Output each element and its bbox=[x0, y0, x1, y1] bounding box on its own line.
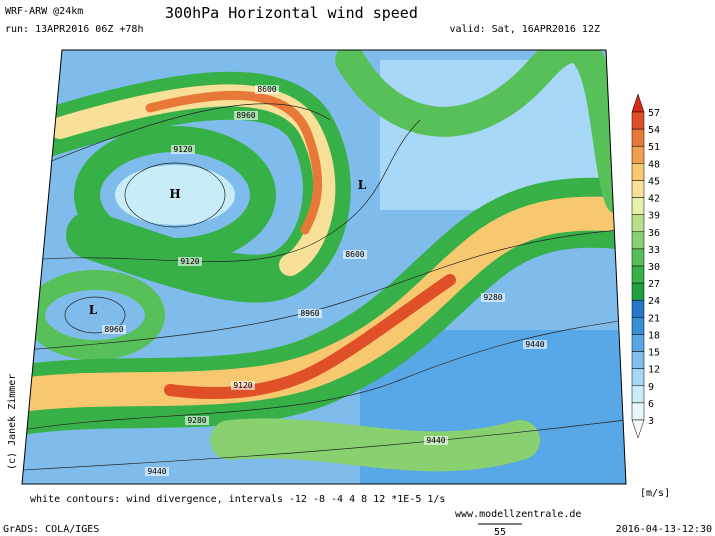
colorbar-segment bbox=[631, 180, 645, 198]
contour-label: 9440 bbox=[147, 467, 166, 476]
colorbar-segment bbox=[631, 385, 645, 404]
contour-label-bg bbox=[255, 85, 279, 94]
colorbar-label: 6 bbox=[648, 399, 654, 410]
colorbar-label: 36 bbox=[648, 228, 660, 239]
contour-label: 9440 bbox=[525, 340, 544, 349]
colorbar-segment bbox=[631, 368, 645, 387]
colorbar-label: 3 bbox=[648, 416, 654, 427]
contour-label: 9440 bbox=[426, 436, 445, 445]
reference-speed: 55 bbox=[494, 527, 506, 536]
run-label: run: 13APR2016 06Z +78h bbox=[5, 24, 143, 35]
colorbar-segment bbox=[631, 402, 645, 421]
contour-label-bg bbox=[343, 250, 367, 259]
contour-label-bg bbox=[234, 111, 258, 120]
contour-label: 8600 bbox=[345, 250, 364, 259]
colorbar-segment bbox=[631, 317, 645, 335]
divergence-note: white contours: wind divergence, interva… bbox=[30, 494, 445, 505]
colorbar-segment bbox=[631, 248, 645, 267]
colorbar-segment bbox=[631, 163, 645, 181]
contour-label: 9120 bbox=[173, 145, 192, 154]
contour-label-bg bbox=[298, 309, 322, 318]
colorbar-label: 15 bbox=[648, 348, 660, 359]
colorbar-segment bbox=[631, 351, 645, 369]
contour-label: 9120 bbox=[233, 381, 252, 390]
contour-label: 9280 bbox=[187, 416, 206, 425]
colorbar-label: 48 bbox=[648, 159, 660, 170]
contour-label-bg bbox=[185, 416, 209, 425]
contour-label: 9280 bbox=[483, 293, 502, 302]
contour-label: 8600 bbox=[257, 85, 276, 94]
colorbar-label: 9 bbox=[648, 382, 654, 393]
contour-label: 8960 bbox=[104, 325, 123, 334]
credit: (c) Janek Zimmer bbox=[7, 374, 18, 470]
colorbar-label: 21 bbox=[648, 313, 660, 324]
colorbar-cap bbox=[631, 419, 645, 439]
software: GrADS: COLA/IGES bbox=[3, 524, 99, 535]
pressure-center: L bbox=[358, 178, 367, 192]
contour-label-bg bbox=[481, 293, 505, 302]
contour-label: 8960 bbox=[236, 111, 255, 120]
map-field bbox=[22, 50, 626, 484]
colorbar-label: 27 bbox=[648, 279, 660, 290]
timestamp: 2016-04-13-12:30 bbox=[616, 524, 712, 535]
map-title: 300hPa Horizontal wind speed bbox=[165, 4, 418, 22]
colorbar-segment bbox=[631, 282, 645, 301]
pressure-center: L bbox=[89, 303, 98, 317]
colorbar-segment bbox=[631, 145, 645, 164]
model-label: WRF-ARW @24km bbox=[5, 6, 83, 17]
colorbar-segment bbox=[631, 334, 645, 352]
colorbar-label: 54 bbox=[648, 125, 660, 136]
colorbar-segment bbox=[631, 231, 645, 250]
contour-label: 8960 bbox=[300, 309, 319, 318]
colorbar-segment bbox=[631, 265, 645, 284]
contour-label-bg bbox=[145, 467, 169, 476]
pressure-center: H bbox=[169, 187, 180, 201]
colorbar-segment bbox=[631, 128, 645, 147]
contour-label-bg bbox=[523, 340, 547, 349]
colorbar-cap bbox=[631, 93, 645, 113]
contour-label-bg bbox=[171, 145, 195, 154]
colorbar-segment bbox=[631, 111, 645, 130]
valid-label: valid: Sat, 16APR2016 12Z bbox=[449, 24, 600, 35]
contour-label-bg bbox=[102, 325, 126, 334]
colorbar-label: 33 bbox=[648, 245, 660, 256]
colorbar-segment bbox=[631, 214, 645, 233]
colorbar-segment bbox=[631, 299, 645, 318]
colorbar-label: 57 bbox=[648, 108, 660, 119]
website: www.modellzentrale.de bbox=[455, 509, 581, 520]
colorbar-label: 18 bbox=[648, 330, 660, 341]
colorbar-label: 24 bbox=[648, 296, 660, 307]
colorbar-label: 30 bbox=[648, 262, 660, 273]
colorbar-label: 42 bbox=[648, 194, 660, 205]
contour-label-bg bbox=[424, 436, 448, 445]
colorbar-label: 51 bbox=[648, 142, 660, 153]
contour-label-bg bbox=[231, 381, 255, 390]
contour-label: 9120 bbox=[180, 257, 199, 266]
contour-label-bg bbox=[178, 257, 202, 266]
unit-label: [m/s] bbox=[640, 488, 670, 499]
colorbar-segment bbox=[631, 197, 645, 215]
map-border bbox=[21, 49, 627, 485]
colorbar-label: 12 bbox=[648, 365, 660, 376]
colorbar-label: 45 bbox=[648, 176, 660, 187]
colorbar-label: 39 bbox=[648, 211, 660, 222]
